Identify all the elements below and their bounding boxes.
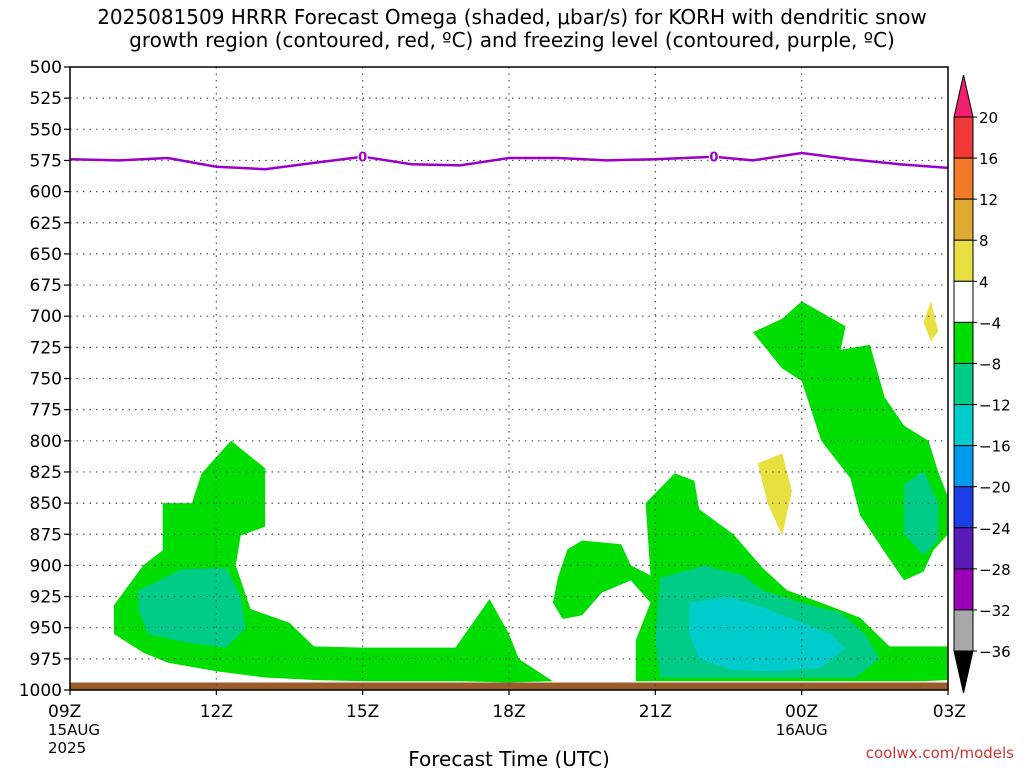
x-tick-label-18Z: 18Z [492,702,525,722]
omega-region-6 [904,470,939,556]
colorbar-label-9: −20 [979,479,1011,497]
colorbar-label-6: −8 [979,355,1001,373]
freezing-level-label-1: 0 [709,151,718,166]
y-tick-label-675: 675 [30,276,62,296]
y-tick-label-700: 700 [30,307,62,327]
y-tick-label-650: 650 [30,245,62,265]
credit-text: coolwx.com/models [865,744,1014,762]
pressure-axis: 500 525 550 575 600 625 650 675 700 725 750 775 800 8… [19,58,70,701]
colorbar-box-8 [953,445,974,488]
colorbar-label-3: 8 [979,232,989,250]
colorbar-box-2 [953,198,974,241]
x-tick-label-12Z: 12Z [200,702,233,722]
colorbar-label-12: −32 [979,602,1011,620]
colorbar-label-7: −12 [979,397,1011,415]
colorbar-box-11 [953,568,974,611]
y-tick-label-925: 925 [30,588,62,608]
y-tick-label-750: 750 [30,370,62,390]
y-tick-label-875: 875 [30,525,62,545]
y-tick-label-1000: 1000 [19,681,62,701]
chart-title-line1: 2025081509 HRRR Forecast Omega (shaded, … [97,5,927,29]
colorbar-box-5 [953,321,974,364]
y-tick-label-850: 850 [30,494,62,514]
colorbar: 20 16 12 8 4 −4 −8 −12 −16 −20 −24 −28 −32 −36 [953,74,1011,694]
x-tick-label-21Z: 21Z [639,702,672,722]
colorbar-label-8: −16 [979,438,1011,456]
colorbar-label-5: −4 [979,314,1001,332]
colorbar-label-4: 4 [979,273,989,291]
colorbar-box-9 [953,486,974,529]
colorbar-box-4 [953,280,974,323]
y-tick-label-500: 500 [30,58,62,78]
omega-region-8 [923,301,939,342]
chart-title: 2025081509 HRRR Forecast Omega (shaded, … [0,6,1024,52]
omega-region-7 [757,453,792,536]
colorbar-label-11: −28 [979,561,1011,579]
omega-region-0 [113,440,553,683]
colorbar-label-13: −36 [979,643,1011,661]
omega-region-1 [138,567,246,648]
colorbar-cap-bottom [953,650,974,694]
y-tick-label-550: 550 [30,120,62,140]
y-tick-label-825: 825 [30,463,62,483]
y-tick-label-625: 625 [30,214,62,234]
x-tick-date-09Z: 15AUG [48,721,100,739]
x-tick-label-09Z: 09Z [48,702,81,722]
y-tick-label-525: 525 [30,89,62,109]
y-tick-label-600: 600 [30,183,62,203]
x-axis-label: Forecast Time (UTC) [408,747,610,768]
colorbar-box-6 [953,362,974,406]
freezing-level-label-0: 0 [358,151,367,166]
y-tick-label-575: 575 [30,151,62,171]
colorbar-label-1: 16 [979,150,998,168]
y-tick-label-950: 950 [30,619,62,639]
omega-region-4 [689,596,846,672]
x-tick-year-09Z: 2025 [48,739,86,757]
freezing-level-label-bg-1 [708,149,719,164]
colorbar-box-0 [953,116,974,159]
colorbar-box-1 [953,157,974,200]
colorbar-cap-top [953,74,974,118]
colorbar-box-10 [953,527,974,570]
colorbar-label-2: 12 [979,191,998,209]
y-tick-label-800: 800 [30,432,62,452]
freezing-level-label-bg-0 [357,149,368,164]
colorbar-box-12 [953,609,974,652]
x-tick-label-03Z: 03Z [933,702,966,722]
x-tick-date-00Z: 16AUG [776,721,828,739]
colorbar-label-10: −24 [979,520,1011,538]
y-tick-label-900: 900 [30,556,62,576]
y-tick-label-975: 975 [30,650,62,670]
chart-title-line2: growth region (contoured, red, ºC) and f… [129,28,895,52]
x-tick-label-00Z: 00Z [785,702,818,722]
colorbar-box-7 [953,404,974,447]
freezing-level-line [69,151,949,171]
omega-shaded-regions [113,301,948,683]
y-tick-label-775: 775 [30,401,62,421]
y-tick-label-725: 725 [30,338,62,358]
x-tick-label-15Z: 15Z [346,702,379,722]
ground-bar [70,682,948,690]
colorbar-label-0: 20 [979,109,998,127]
colorbar-box-3 [953,239,974,282]
ground-layer [70,682,948,690]
